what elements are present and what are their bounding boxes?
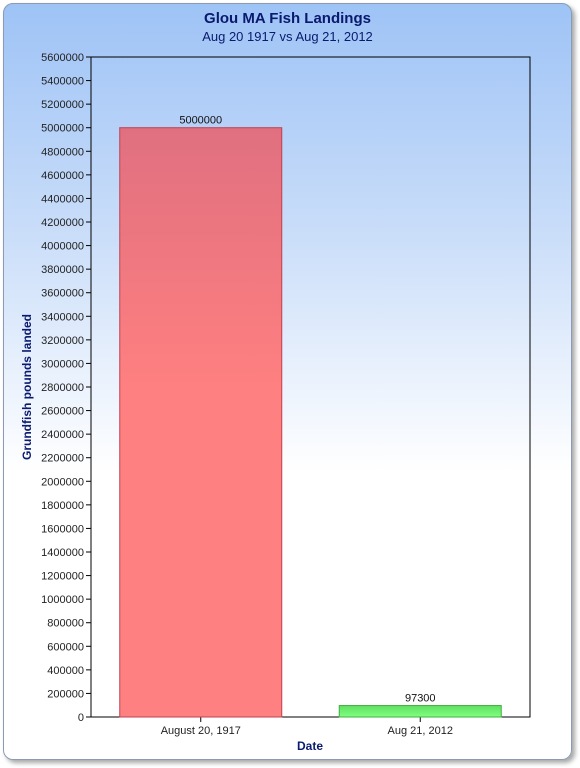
data-label: 5000000 <box>179 115 222 127</box>
x-axis-title: Date <box>297 739 323 753</box>
y-tick-label: 4800000 <box>41 146 84 158</box>
y-tick-label: 3000000 <box>41 358 84 370</box>
y-tick-label: 3200000 <box>41 335 84 347</box>
y-tick-label: 4600000 <box>41 170 84 182</box>
y-tick-label: 600000 <box>47 641 84 653</box>
y-tick-label: 5200000 <box>41 99 84 111</box>
y-tick-label: 2000000 <box>41 476 84 488</box>
y-tick-label: 5600000 <box>41 52 84 64</box>
y-tick-label: 2800000 <box>41 382 84 394</box>
y-tick-label: 1200000 <box>41 571 84 583</box>
bars: 5000000 97300 <box>119 115 502 718</box>
y-tick-label: 4400000 <box>41 193 84 205</box>
y-tick-label: 2400000 <box>41 429 84 441</box>
y-tick-label: 2200000 <box>41 453 84 465</box>
y-tick-label: 800000 <box>47 618 84 630</box>
x-tick-label: August 20, 1917 <box>161 725 241 737</box>
y-tick-label: 400000 <box>47 665 84 677</box>
y-tick-label: 4000000 <box>41 241 84 253</box>
y-tick-label: 2600000 <box>41 406 84 418</box>
x-tick-label: Aug 21, 2012 <box>388 725 453 737</box>
y-axis: 0 200000 400000 600000 800000 1000000 1200000 1… <box>41 52 91 724</box>
bar <box>338 705 502 718</box>
y-tick-label: 1000000 <box>41 594 84 606</box>
y-tick-label: 3600000 <box>41 288 84 300</box>
chart-title: Glou MA Fish Landings <box>204 10 371 27</box>
bar <box>119 127 283 718</box>
data-label: 97300 <box>405 693 436 705</box>
y-tick-label: 200000 <box>47 688 84 700</box>
x-axis: August 20, 1917 Aug 21, 2012 <box>161 717 453 737</box>
chart-subtitle: Aug 20 1917 vs Aug 21, 2012 <box>202 29 373 44</box>
chart-frame <box>3 3 572 760</box>
y-tick-label: 1600000 <box>41 523 84 535</box>
y-axis-title: Grundfish pounds landed <box>20 314 34 460</box>
y-tick-label: 3400000 <box>41 311 84 323</box>
y-tick-label: 5000000 <box>41 123 84 135</box>
y-tick-label: 1400000 <box>41 547 84 559</box>
y-tick-label: 4200000 <box>41 217 84 229</box>
y-tick-label: 1800000 <box>41 500 84 512</box>
y-tick-label: 3800000 <box>41 264 84 276</box>
y-tick-label: 5400000 <box>41 76 84 88</box>
y-tick-label: 0 <box>78 712 84 724</box>
